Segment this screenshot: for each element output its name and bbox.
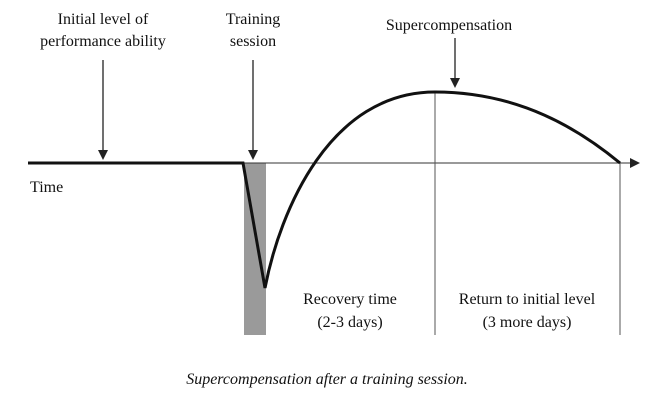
label: Recovery time xyxy=(303,291,397,308)
label: session xyxy=(230,33,276,50)
label: performance ability xyxy=(40,33,166,50)
performance-curve xyxy=(28,90,621,289)
label: Supercompensation xyxy=(386,17,512,34)
caption: Supercompensation after a training sessi… xyxy=(186,371,468,388)
label: (2-3 days) xyxy=(317,314,382,331)
label: Initial level of xyxy=(58,11,149,28)
label: Training xyxy=(226,11,281,28)
label: Time xyxy=(30,179,63,196)
label: (3 more days) xyxy=(483,314,572,331)
label: Return to initial level xyxy=(459,291,596,308)
